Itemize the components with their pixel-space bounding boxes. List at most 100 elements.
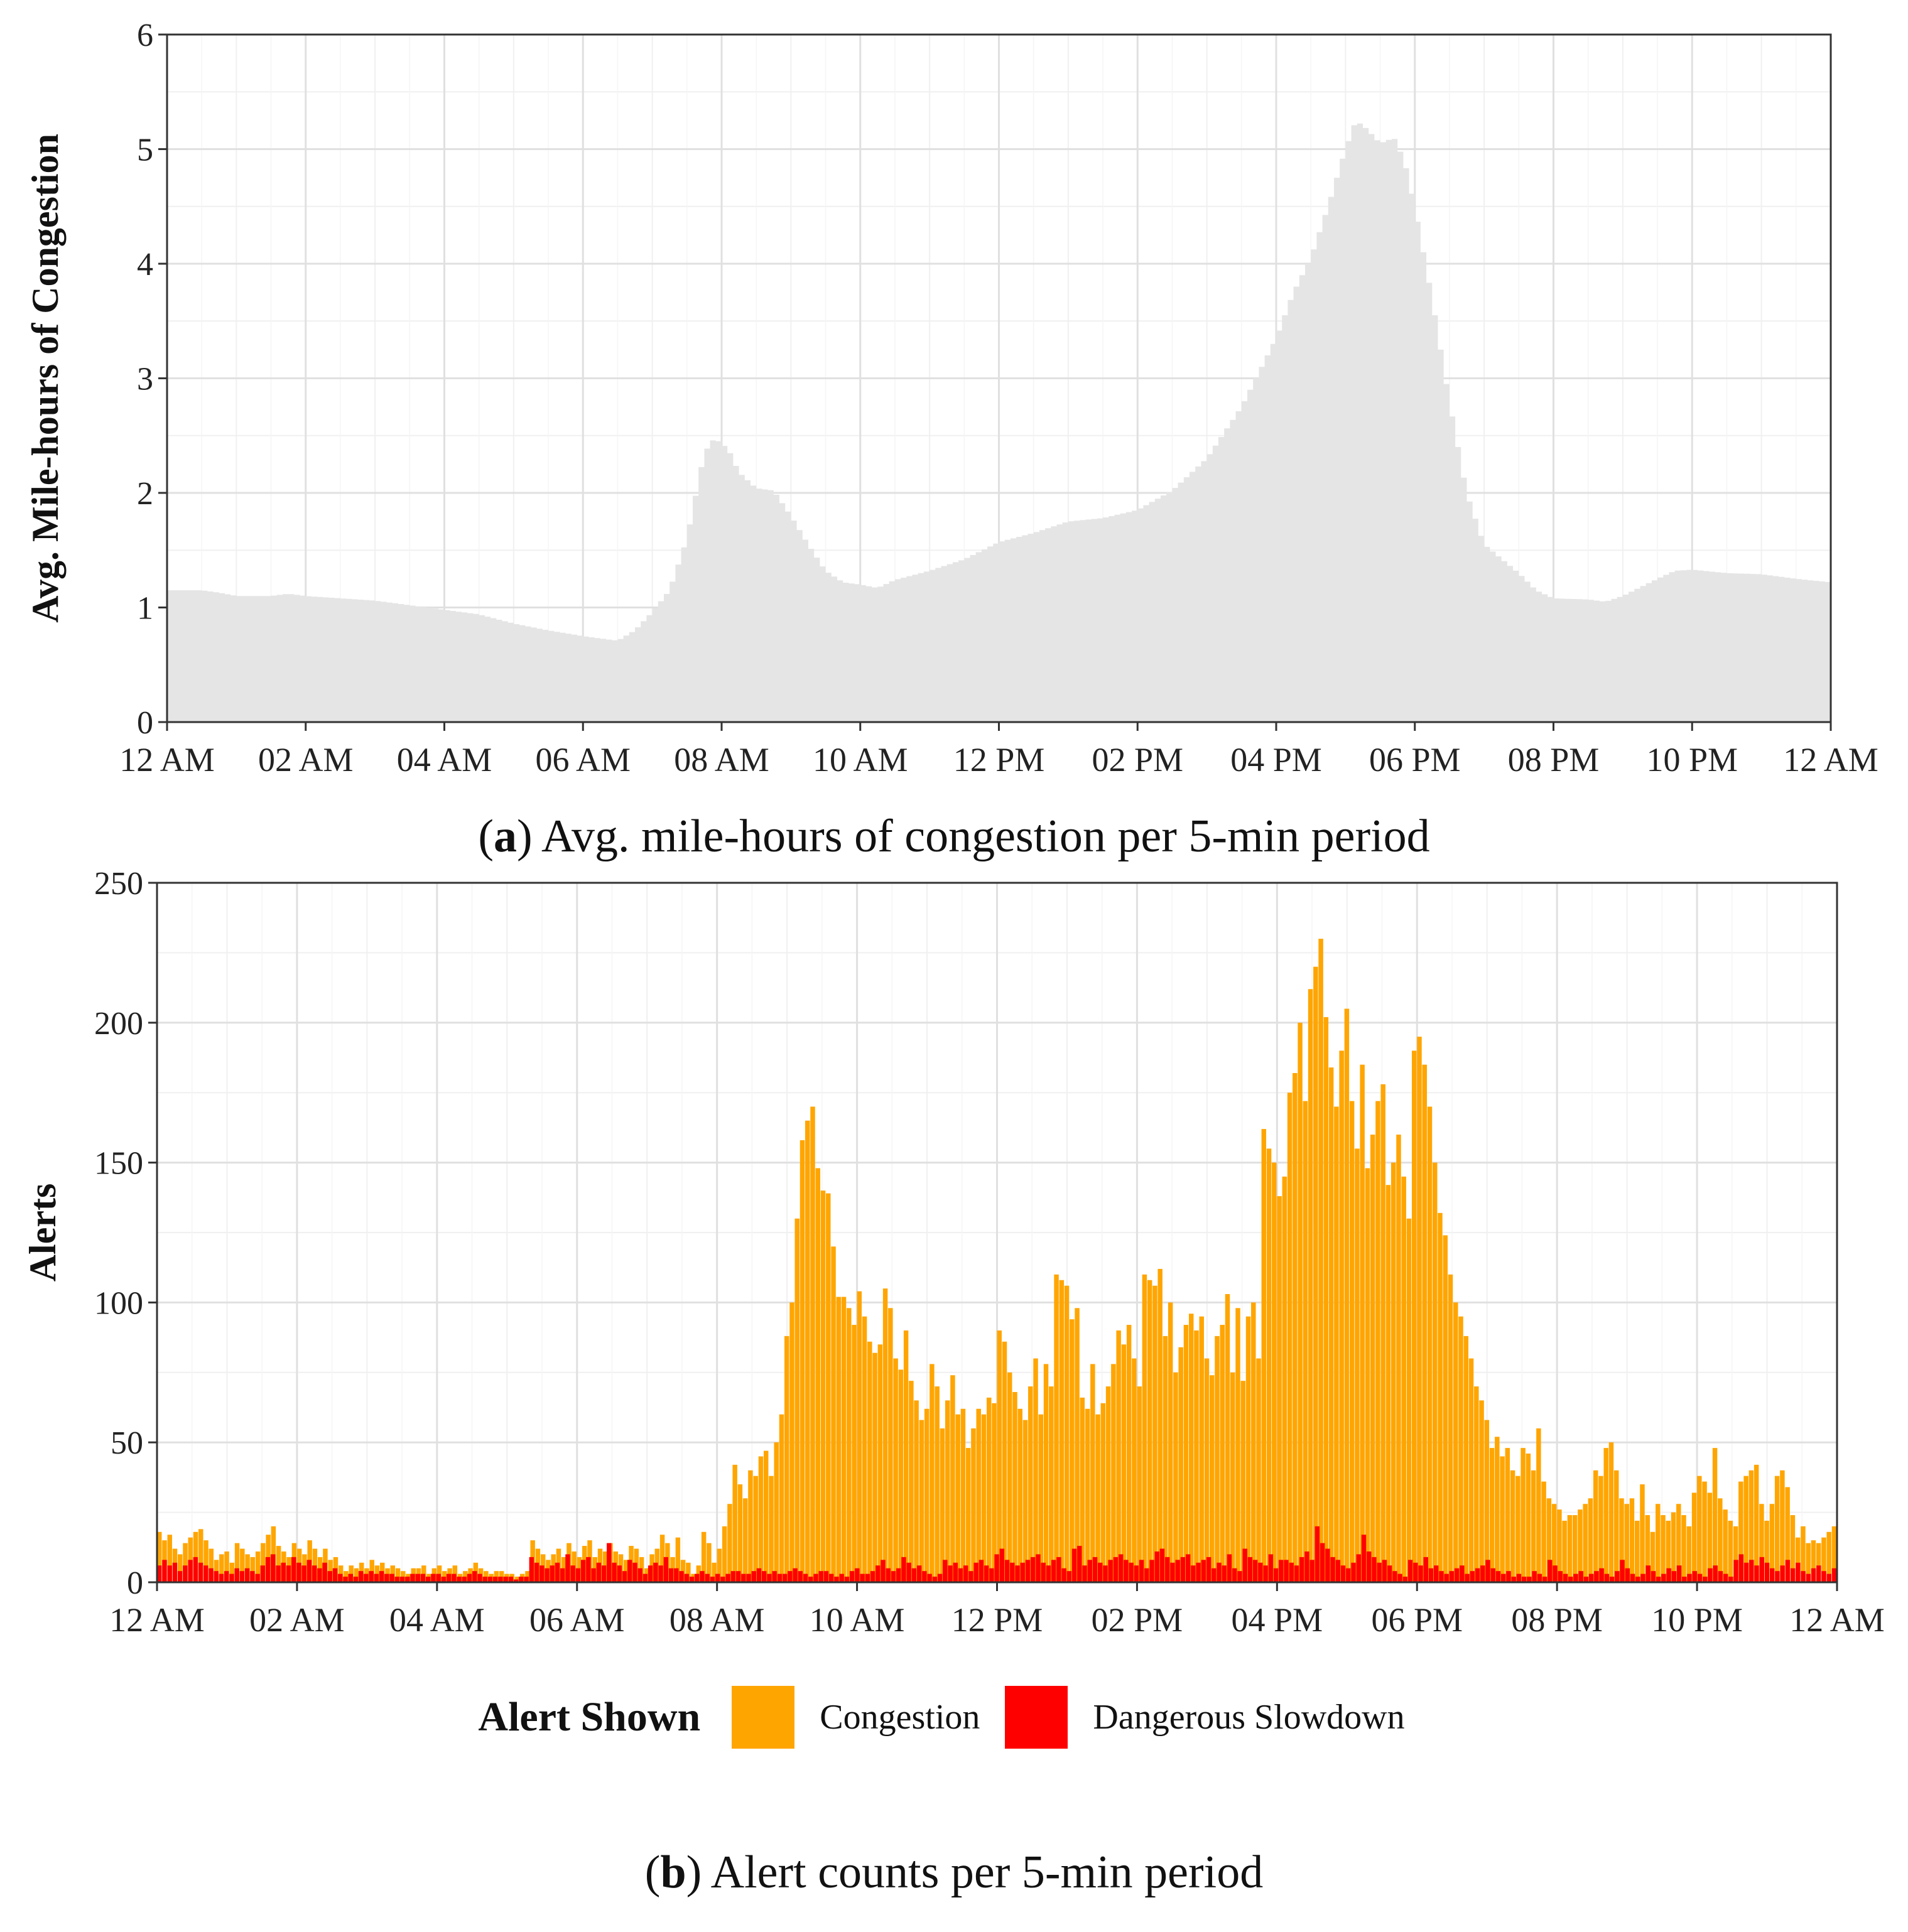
a-x-tick-label: 12 PM xyxy=(953,741,1045,779)
dangerous-slowdown-bar xyxy=(1320,1543,1325,1582)
dangerous-slowdown-bar xyxy=(916,1565,922,1582)
dangerous-slowdown-bar xyxy=(741,1573,746,1582)
congestion-bar xyxy=(1282,1176,1287,1582)
dangerous-slowdown-bar xyxy=(410,1573,415,1582)
dangerous-slowdown-bar xyxy=(431,1573,436,1582)
congestion-bar xyxy=(1142,1274,1147,1582)
dangerous-slowdown-bar xyxy=(870,1571,875,1582)
congestion-bar xyxy=(484,1571,489,1582)
dangerous-slowdown-bar xyxy=(1015,1565,1020,1582)
dangerous-slowdown-bar xyxy=(503,1577,508,1582)
dangerous-slowdown-bar xyxy=(1372,1557,1377,1582)
congestion-bar xyxy=(1785,1487,1790,1582)
b-x-tick-label: 04 AM xyxy=(389,1601,485,1639)
congestion-bar xyxy=(1712,1448,1718,1582)
dangerous-slowdown-bar xyxy=(1511,1577,1516,1582)
congestion-bar xyxy=(1028,1386,1033,1582)
congestion-bar xyxy=(774,1442,779,1582)
dangerous-slowdown-bar xyxy=(1185,1554,1191,1582)
congestion-bar xyxy=(1173,1372,1178,1582)
congestion-bar xyxy=(250,1557,256,1582)
congestion-bar xyxy=(675,1537,681,1582)
dangerous-slowdown-bar xyxy=(1759,1557,1764,1582)
congestion-bar xyxy=(1826,1531,1831,1582)
congestion-bar xyxy=(1801,1526,1806,1582)
dangerous-slowdown-bar xyxy=(1604,1573,1610,1582)
congestion-bar xyxy=(1520,1448,1526,1582)
dangerous-slowdown-bar xyxy=(1625,1568,1630,1582)
congestion-bar xyxy=(1178,1347,1183,1582)
congestion-bar xyxy=(1453,1302,1458,1582)
dangerous-slowdown-bar xyxy=(1180,1557,1186,1582)
congestion-bar xyxy=(935,1386,940,1582)
congestion-bar xyxy=(240,1548,245,1582)
congestion-area xyxy=(167,123,1831,723)
dangerous-slowdown-bar xyxy=(1103,1565,1108,1582)
congestion-bar xyxy=(1049,1386,1054,1582)
congestion-bar xyxy=(1022,1420,1028,1582)
congestion-bar xyxy=(344,1571,349,1582)
dangerous-slowdown-bar xyxy=(637,1568,642,1582)
legend-item-congestion: Congestion xyxy=(732,1686,980,1749)
dangerous-slowdown-bar xyxy=(1630,1573,1635,1582)
congestion-bar xyxy=(800,1140,805,1582)
congestion-bar xyxy=(1100,1403,1106,1582)
congestion-bar xyxy=(463,1571,468,1582)
congestion-bar xyxy=(1313,966,1318,1582)
congestion-bar xyxy=(1132,1358,1137,1582)
dangerous-slowdown-bar xyxy=(1790,1568,1796,1582)
congestion-bar xyxy=(659,1535,665,1582)
congestion-bar xyxy=(624,1560,629,1582)
congestion-bar xyxy=(903,1330,909,1582)
dangerous-slowdown-bar xyxy=(788,1571,793,1582)
a-y-tick-label: 5 xyxy=(137,132,153,168)
dangerous-slowdown-bar xyxy=(1077,1546,1082,1582)
congestion-bar xyxy=(997,1330,1002,1582)
dangerous-slowdown-bar xyxy=(291,1557,296,1582)
dangerous-slowdown-bar xyxy=(1775,1571,1780,1582)
congestion-bar xyxy=(1105,1386,1111,1582)
dangerous-slowdown-bar xyxy=(973,1562,978,1582)
a-x-tick-label: 02 AM xyxy=(258,741,354,779)
congestion-bar xyxy=(1567,1515,1573,1582)
congestion-bar xyxy=(1656,1504,1661,1582)
dangerous-slowdown-bar xyxy=(1485,1560,1490,1582)
a-x-tick-label: 04 AM xyxy=(397,741,492,779)
dangerous-slowdown-bar xyxy=(891,1571,896,1582)
congestion-bar xyxy=(1230,1372,1235,1582)
congestion-bar xyxy=(442,1571,447,1582)
dangerous-slowdown-bar xyxy=(1521,1577,1527,1582)
congestion-bar xyxy=(1448,1274,1453,1582)
dangerous-slowdown-bar xyxy=(596,1562,602,1582)
congestion-bar xyxy=(872,1352,877,1582)
congestion-bar xyxy=(1002,1341,1007,1582)
congestion-bar xyxy=(1764,1520,1769,1582)
dangerous-slowdown-bar xyxy=(1594,1571,1599,1582)
dangerous-slowdown-bar xyxy=(1651,1571,1656,1582)
congestion-bar xyxy=(1007,1372,1012,1582)
congestion-bar xyxy=(1598,1476,1603,1582)
dangerous-slowdown-bar xyxy=(1351,1562,1356,1582)
congestion-bar xyxy=(1759,1504,1764,1582)
dangerous-slowdown-bar xyxy=(1588,1573,1594,1582)
dangerous-slowdown-bar xyxy=(1051,1560,1056,1582)
congestion-bar xyxy=(976,1408,981,1582)
congestion-bar xyxy=(1541,1481,1546,1582)
congestion-bar xyxy=(1484,1420,1490,1582)
congestion-bar xyxy=(753,1476,758,1582)
congestion-bar xyxy=(1080,1397,1085,1582)
congestion-bar xyxy=(1033,1358,1038,1582)
dangerous-slowdown-bar xyxy=(1041,1562,1046,1582)
congestion-bar xyxy=(1070,1319,1075,1582)
congestion-bar xyxy=(1707,1492,1713,1582)
dangerous-slowdown-bar xyxy=(1196,1562,1201,1582)
congestion-bar xyxy=(701,1531,707,1582)
dangerous-slowdown-bar xyxy=(487,1577,493,1582)
congestion-bar xyxy=(1551,1504,1557,1582)
congestion-bar xyxy=(986,1397,992,1582)
congestion-bar xyxy=(224,1551,229,1582)
dangerous-slowdown-bar xyxy=(193,1557,198,1582)
dangerous-slowdown-bar xyxy=(1382,1560,1387,1582)
congestion-bar xyxy=(1406,1218,1412,1582)
dangerous-slowdown-bar xyxy=(167,1565,172,1582)
